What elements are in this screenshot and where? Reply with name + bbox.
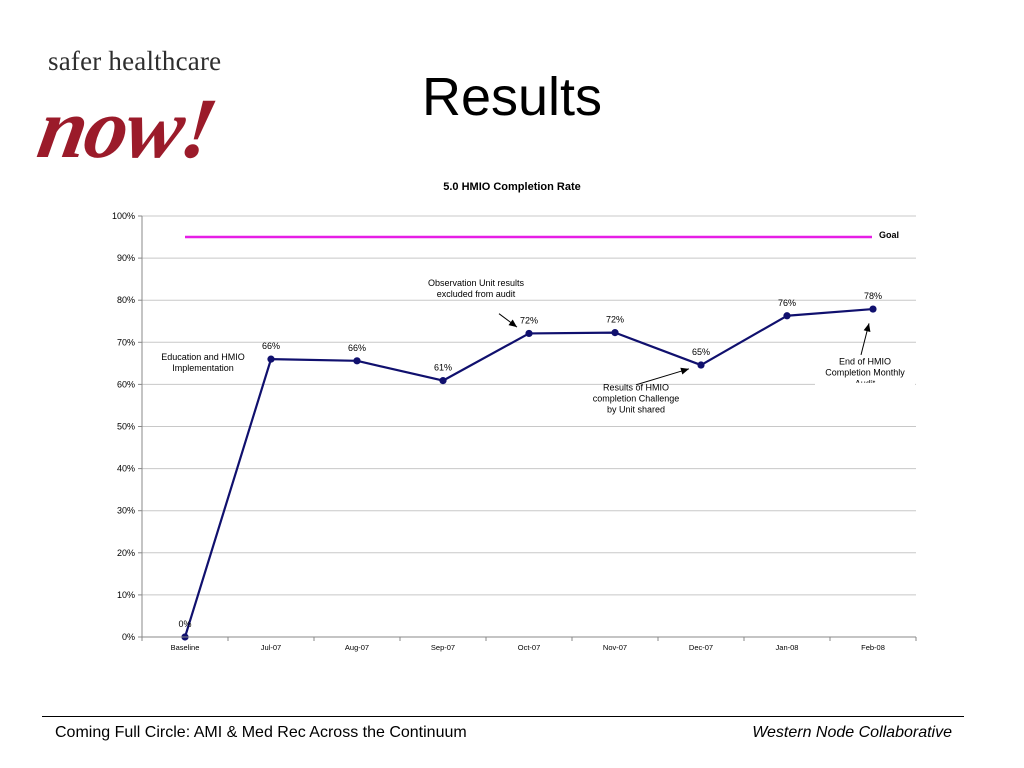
y-tick-label: 20% — [117, 548, 135, 558]
y-tick-label: 30% — [117, 506, 135, 516]
series-line — [183, 307, 874, 638]
x-tick-label: Dec-07 — [689, 643, 713, 652]
footer-right-text: Western Node Collaborative — [752, 724, 952, 741]
data-point — [869, 305, 877, 313]
annotation-text: Audit — [855, 379, 876, 389]
x-tick-label: Nov-07 — [603, 643, 627, 652]
data-point — [783, 312, 791, 320]
data-label: 65% — [692, 347, 710, 357]
data-label: 66% — [262, 341, 280, 351]
x-tick-label: Sep-07 — [431, 643, 455, 652]
annotation-arrowhead — [863, 323, 871, 332]
y-tick-label: 50% — [117, 422, 135, 432]
annotation-text: Education and HMIO — [161, 352, 245, 362]
data-point — [697, 361, 705, 369]
annotation-text: excluded from audit — [437, 289, 516, 299]
x-tick-label: Aug-07 — [345, 643, 369, 652]
data-point — [439, 377, 447, 385]
line-chart: 5.0 HMIO Completion Rate Goal 0% 66% 66% 61… — [112, 181, 917, 652]
annotation-text: Observation Unit results — [428, 278, 525, 288]
x-tick-label: Feb-08 — [861, 643, 885, 652]
annotation-arrowhead — [508, 319, 517, 328]
data-label: 72% — [520, 315, 538, 325]
axes-group: 0% 10% 20% 30% 40% 50% 60% 70% 80% 90% 100% Baselin… — [112, 211, 917, 652]
y-tick-label: 90% — [117, 253, 135, 263]
annotation-text: Results of HMIO — [603, 383, 669, 393]
y-tick-label: 10% — [117, 590, 135, 600]
page-title: Results — [421, 67, 603, 127]
y-tick-label: 0% — [122, 632, 135, 642]
footer-left-text: Coming Full Circle: AMI & Med Rec Across… — [55, 724, 467, 741]
y-tick-label: 60% — [117, 379, 135, 389]
annotation-text: Completion Monthly — [825, 368, 905, 378]
annotation-text: completion Challenge — [593, 394, 680, 404]
y-tick-label: 100% — [112, 211, 135, 221]
annotation-box — [586, 385, 686, 423]
annotation-arrow — [635, 368, 690, 386]
data-label: 0% — [178, 619, 191, 629]
data-label: 61% — [434, 363, 452, 373]
annotation-text: by Unit shared — [607, 405, 665, 415]
data-point — [353, 357, 361, 365]
data-label: 76% — [778, 298, 796, 308]
x-tick-label: Jul-07 — [261, 643, 281, 652]
chart-title: 5.0 HMIO Completion Rate — [443, 181, 581, 193]
y-tick-label: 80% — [117, 295, 135, 305]
x-tick-label: Jan-08 — [776, 643, 799, 652]
x-tick-label: Baseline — [171, 643, 200, 652]
y-tick-label: 40% — [117, 464, 135, 474]
logo-tagline: safer healthcare — [48, 46, 222, 76]
goal-label: Goal — [879, 230, 899, 240]
data-label: 72% — [606, 315, 624, 325]
annotation-text: Implementation — [172, 363, 234, 373]
data-label: 78% — [864, 291, 882, 301]
footer-divider — [42, 716, 964, 717]
data-point — [525, 329, 533, 338]
annotation-box — [815, 356, 915, 386]
data-point — [267, 355, 275, 363]
logo: safer healthcare now! — [32, 30, 268, 176]
series-group: 0% 66% 66% 61% 72% 72% 65% 76% 78% — [178, 291, 882, 641]
y-tick-label: 70% — [117, 337, 135, 347]
data-point — [611, 329, 619, 337]
grid — [142, 215, 916, 638]
x-tick-label: Oct-07 — [518, 643, 541, 652]
goal-line-group: Goal — [185, 230, 899, 240]
data-label: 66% — [348, 343, 366, 353]
annotation-arrowhead — [680, 367, 689, 375]
annotation-text: End of HMIO — [839, 357, 891, 367]
